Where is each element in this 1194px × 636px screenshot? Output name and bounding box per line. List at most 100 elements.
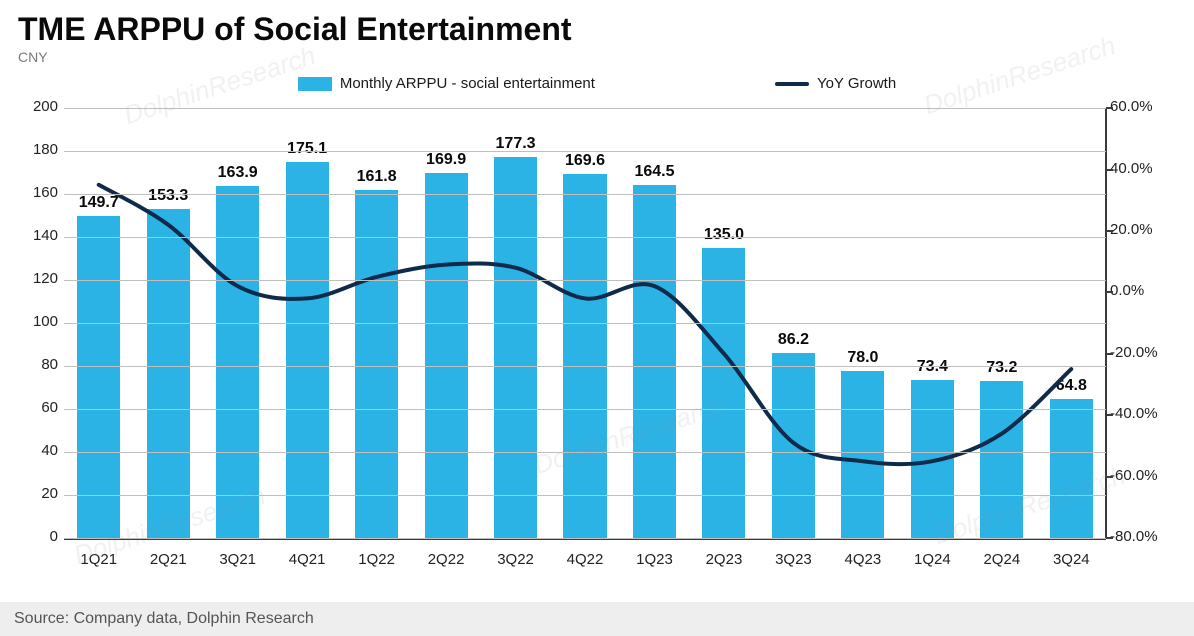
bar-value-label: 169.6	[565, 152, 605, 170]
y-left-tick-label: 100	[0, 313, 58, 330]
y-right-tick-label: 0.0%	[1110, 282, 1180, 299]
bar-value-label: 86.2	[778, 331, 809, 349]
x-axis-tick-label: 4Q23	[828, 551, 897, 568]
x-axis-labels: 1Q212Q213Q214Q211Q222Q223Q224Q221Q232Q23…	[64, 551, 1106, 568]
grid-line	[64, 280, 1106, 281]
bar-slot: 177.3	[481, 157, 550, 538]
bar-slot: 153.3	[133, 209, 202, 539]
bar-value-label: 149.7	[79, 194, 119, 212]
legend-swatch-bar	[298, 77, 332, 91]
grid-line	[64, 538, 1106, 539]
y-right-tick	[1106, 353, 1113, 355]
bar	[911, 380, 954, 538]
bar	[494, 157, 537, 538]
y-left-tick-label: 160	[0, 184, 58, 201]
bar-value-label: 135.0	[704, 226, 744, 244]
y-right-tick-label: -20.0%	[1110, 344, 1180, 361]
grid-line	[64, 366, 1106, 367]
bar-value-label: 175.1	[287, 140, 327, 158]
bar-slot: 161.8	[342, 190, 411, 538]
bar-value-label: 73.2	[986, 359, 1017, 377]
grid-line	[64, 108, 1106, 109]
y-right-tick-label: -80.0%	[1110, 528, 1180, 545]
y-right-tick	[1106, 476, 1113, 478]
grid-line	[64, 323, 1106, 324]
legend-swatch-line	[775, 82, 809, 86]
legend-item-line: YoY Growth	[775, 75, 896, 92]
grid-line	[64, 237, 1106, 238]
y-right-tick	[1106, 169, 1113, 171]
bar-slot: 149.7	[64, 216, 133, 538]
bar	[77, 216, 120, 538]
y-right-tick	[1106, 537, 1113, 539]
x-axis-tick-label: 2Q24	[967, 551, 1036, 568]
bar-slot: 78.0	[828, 371, 897, 539]
chart-container: TME ARPPU of Social Entertainment CNY Mo…	[0, 0, 1194, 636]
chart-subtitle: CNY	[18, 49, 1176, 65]
bar-value-label: 163.9	[218, 164, 258, 182]
bar-value-label: 153.3	[148, 187, 188, 205]
x-axis-tick-label: 1Q24	[898, 551, 967, 568]
y-right-tick-label: -60.0%	[1110, 467, 1180, 484]
grid-line	[64, 452, 1106, 453]
y-right-tick-label: 20.0%	[1110, 221, 1180, 238]
x-axis-tick-label: 1Q21	[64, 551, 133, 568]
x-axis-tick-label: 2Q22	[411, 551, 480, 568]
bar-value-label: 73.4	[917, 358, 948, 376]
y-left-tick-label: 80	[0, 356, 58, 373]
chart-area: 149.7153.3163.9175.1161.8169.9177.3169.6…	[18, 98, 1176, 578]
bar-value-label: 78.0	[847, 349, 878, 367]
bar	[355, 190, 398, 538]
source-text: Source: Company data, Dolphin Research	[14, 610, 314, 628]
grid-line	[64, 409, 1106, 410]
bar-slot: 64.8	[1037, 399, 1106, 538]
grid-line	[64, 151, 1106, 152]
bar	[980, 381, 1023, 538]
bar-slot: 73.2	[967, 381, 1036, 538]
y-right-tick	[1106, 414, 1113, 416]
bar-slot: 169.9	[411, 173, 480, 538]
bar	[147, 209, 190, 539]
grid-line	[64, 495, 1106, 496]
chart-title: TME ARPPU of Social Entertainment	[18, 12, 1176, 47]
bar	[216, 186, 259, 538]
y-left-tick-label: 200	[0, 98, 58, 115]
y-left-tick-label: 20	[0, 485, 58, 502]
x-axis-tick-label: 3Q24	[1037, 551, 1106, 568]
y-right-tick	[1106, 107, 1113, 109]
bar-value-label: 169.9	[426, 151, 466, 169]
bar	[286, 162, 329, 538]
bar-slot: 86.2	[759, 353, 828, 538]
bar	[563, 174, 606, 539]
legend-item-bar: Monthly ARPPU - social entertainment	[298, 75, 595, 92]
bar-slot: 175.1	[272, 162, 341, 538]
bar	[841, 371, 884, 539]
x-axis-tick-label: 1Q23	[620, 551, 689, 568]
y-left-tick-label: 180	[0, 141, 58, 158]
grid-line	[64, 194, 1106, 195]
bar-slot: 169.6	[550, 174, 619, 539]
y-right-tick	[1106, 291, 1113, 293]
bar-slot: 163.9	[203, 186, 272, 538]
y-right-tick	[1106, 230, 1113, 232]
y-left-tick-label: 120	[0, 270, 58, 287]
x-axis-tick-label: 3Q22	[481, 551, 550, 568]
bar-slot: 73.4	[898, 380, 967, 538]
x-axis-tick-label: 3Q23	[759, 551, 828, 568]
y-left-tick-label: 60	[0, 399, 58, 416]
y-left-tick-label: 140	[0, 227, 58, 244]
y-right-tick-label: 40.0%	[1110, 160, 1180, 177]
legend-line-label: YoY Growth	[817, 75, 896, 92]
x-axis-tick-label: 3Q21	[203, 551, 272, 568]
y-left-tick-label: 40	[0, 442, 58, 459]
bar	[425, 173, 468, 538]
x-axis-tick-label: 4Q21	[272, 551, 341, 568]
bar	[772, 353, 815, 538]
legend: Monthly ARPPU - social entertainment YoY…	[18, 75, 1176, 92]
bar-value-label: 161.8	[357, 168, 397, 186]
x-axis-tick-label: 4Q22	[550, 551, 619, 568]
legend-bar-label: Monthly ARPPU - social entertainment	[340, 75, 595, 92]
x-axis-tick-label: 2Q21	[133, 551, 202, 568]
bar-value-label: 164.5	[634, 163, 674, 181]
x-axis-tick-label: 1Q22	[342, 551, 411, 568]
